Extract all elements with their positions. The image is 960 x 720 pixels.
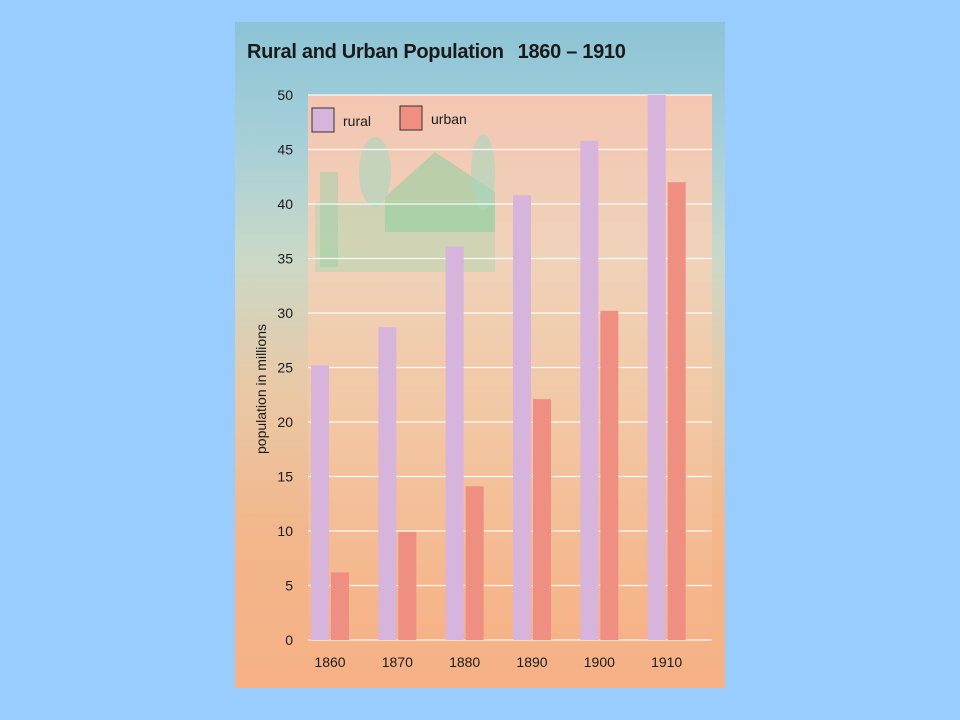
- x-tick-label: 1900: [584, 654, 615, 670]
- bar-urban-1880: [465, 486, 484, 640]
- bar-urban-1910: [667, 182, 686, 640]
- y-tick-label: 30: [277, 305, 293, 321]
- legend-swatch-rural: [311, 107, 335, 133]
- y-tick-label: 40: [277, 196, 293, 212]
- x-tick-label: 1860: [314, 654, 345, 670]
- chart-title: Rural and Urban Population 1860 – 1910: [247, 41, 626, 64]
- bars: [311, 95, 686, 640]
- y-tick-label: 0: [285, 632, 293, 648]
- x-tick-label: 1890: [516, 654, 547, 670]
- y-tick-label: 10: [277, 523, 293, 539]
- chart-title-years: 1860 – 1910: [517, 41, 626, 63]
- y-tick-label: 15: [277, 469, 293, 485]
- y-tick-label: 5: [285, 578, 293, 594]
- bar-urban-1870: [398, 532, 417, 640]
- grid-lines: [308, 94, 712, 641]
- y-tick-label: 20: [277, 414, 293, 430]
- chart-panel: Rural and Urban Population 1860 – 1910 po…: [235, 22, 725, 688]
- x-tick-label: 1880: [449, 654, 480, 670]
- farm-illustration: [315, 134, 495, 272]
- y-tick-label: 50: [277, 87, 293, 103]
- bar-rural-1890: [513, 195, 531, 640]
- bar-rural-1880: [445, 246, 464, 640]
- bar-rural-1900: [580, 140, 599, 640]
- x-tick-label: 1870: [382, 654, 413, 670]
- bar-rural-1910: [647, 95, 666, 640]
- legend-label-urban: urban: [431, 111, 467, 127]
- y-tick-label: 25: [277, 360, 293, 376]
- y-tick-label: 35: [277, 251, 293, 267]
- y-ticks: 0 5 10 15 20 25 30 35 40 45 50: [277, 87, 293, 648]
- y-tick-label: 45: [277, 142, 293, 158]
- bar-urban-1890: [533, 399, 551, 640]
- chart-title-text: Rural and Urban Population: [247, 41, 504, 63]
- bar-chart: 0 5 10 15 20 25 30 35 40 45 50 1860 1870 1880 1890 190…: [277, 87, 712, 670]
- bar-rural-1870: [378, 327, 397, 640]
- x-tick-label: 1910: [651, 654, 682, 670]
- x-ticks: 1860 1870 1880 1890 1900 1910: [314, 654, 682, 670]
- legend: rural urban: [311, 105, 467, 133]
- bar-rural-1860: [311, 365, 329, 640]
- bar-urban-1860: [331, 572, 349, 640]
- legend-swatch-urban: [399, 105, 423, 131]
- bar-urban-1900: [600, 310, 619, 640]
- legend-label-rural: rural: [343, 113, 371, 129]
